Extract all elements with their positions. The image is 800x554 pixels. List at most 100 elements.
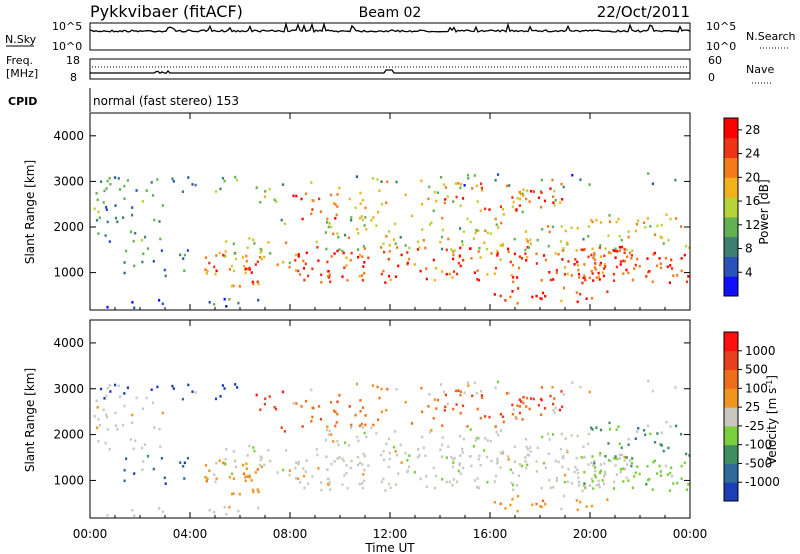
power-cell <box>194 183 197 187</box>
velocity-cell <box>394 450 397 453</box>
power-cell <box>666 265 669 269</box>
velocity-cell <box>257 490 260 494</box>
power-cell <box>616 250 619 253</box>
velocity-cell <box>476 477 479 480</box>
power-cell <box>570 274 573 277</box>
power-cell <box>117 177 120 180</box>
velocity-cell <box>363 468 366 472</box>
power-cell <box>447 237 450 241</box>
velocity-cell <box>171 384 174 388</box>
power-cell <box>435 199 438 203</box>
velocity-cell <box>396 453 399 457</box>
power-cell <box>462 258 465 262</box>
velocity-cell <box>576 508 579 512</box>
power-cell <box>461 197 465 200</box>
power-cell <box>332 232 335 236</box>
power-cell <box>660 223 663 227</box>
velocity-cell <box>350 423 353 427</box>
power-cell <box>382 269 385 273</box>
power-cell <box>329 280 332 284</box>
velocity-cell <box>421 410 424 414</box>
power-cell <box>263 255 266 259</box>
velocity-cell <box>480 394 483 397</box>
power-cell <box>106 179 109 183</box>
power-cell <box>612 272 616 276</box>
velocity-cell <box>234 383 237 386</box>
velocity-cell <box>559 447 562 451</box>
velocity-cell <box>106 387 109 390</box>
velocity-cell <box>345 472 348 475</box>
freq-tick-bottom: 8 <box>70 71 77 84</box>
power-cell <box>320 281 323 284</box>
power-cell <box>241 256 245 259</box>
velocity-cell <box>594 469 597 473</box>
power-cell <box>623 259 626 263</box>
velocity-cell <box>267 448 270 452</box>
power-cell <box>509 295 512 299</box>
power-cell <box>577 268 580 272</box>
colorbar-swatch <box>724 276 738 297</box>
power-cell <box>275 200 278 203</box>
colorbar-tick-label: 500 <box>745 363 768 377</box>
power-cell <box>106 220 109 224</box>
power-cell <box>594 268 597 271</box>
power-cell <box>150 181 153 184</box>
power-cell <box>542 254 546 257</box>
velocity-cell <box>445 456 448 459</box>
power-cell <box>540 279 543 282</box>
velocity-cell <box>599 469 602 473</box>
power-cell <box>672 274 675 277</box>
velocity-cell <box>421 435 424 439</box>
velocity-cell <box>342 459 345 462</box>
power-cell <box>618 234 621 238</box>
velocity-cell <box>358 482 361 486</box>
power-cell <box>288 265 291 269</box>
velocity-cell <box>631 486 634 490</box>
power-cell <box>327 269 330 273</box>
power-cell <box>328 273 331 276</box>
power-cell <box>518 191 521 194</box>
velocity-cell <box>186 456 189 460</box>
power-cell <box>434 267 437 270</box>
velocity-cell <box>511 497 514 501</box>
velocity-cell <box>347 444 350 447</box>
velocity-cell <box>522 401 525 405</box>
velocity-cell <box>562 456 565 459</box>
velocity-cell <box>539 505 542 508</box>
power-cell <box>665 213 668 216</box>
power-cell <box>583 274 586 278</box>
colorbar-swatch <box>724 463 738 483</box>
power-cell <box>540 205 543 209</box>
power-cell <box>336 232 339 235</box>
velocity-cell <box>501 415 504 419</box>
power-cell <box>646 257 649 260</box>
velocity-cell <box>362 452 365 456</box>
y-tick-label: 2000 <box>53 428 84 442</box>
velocity-cell <box>349 466 352 470</box>
power-cell <box>380 180 383 183</box>
velocity-cell <box>547 452 550 456</box>
power-cell <box>407 257 411 261</box>
power-cell <box>463 184 466 187</box>
velocity-cell <box>579 385 582 389</box>
power-cell <box>518 255 521 258</box>
velocity-cell <box>648 477 651 481</box>
power-cell <box>674 178 677 182</box>
power-cell <box>246 267 250 271</box>
power-cell <box>637 219 640 222</box>
velocity-cell <box>320 481 323 484</box>
power-cell <box>655 264 659 268</box>
power-cell <box>213 303 216 306</box>
power-cell <box>524 230 527 233</box>
power-cell <box>371 177 374 180</box>
power-cell <box>585 297 588 300</box>
power-cell <box>440 176 443 179</box>
power-cell <box>457 182 460 185</box>
power-cell <box>336 205 339 208</box>
power-cell <box>131 206 134 209</box>
power-cell <box>524 248 527 252</box>
velocity-cell <box>512 488 515 492</box>
power-cell <box>528 200 531 203</box>
velocity-cell <box>213 473 216 476</box>
power-cell <box>535 262 538 265</box>
